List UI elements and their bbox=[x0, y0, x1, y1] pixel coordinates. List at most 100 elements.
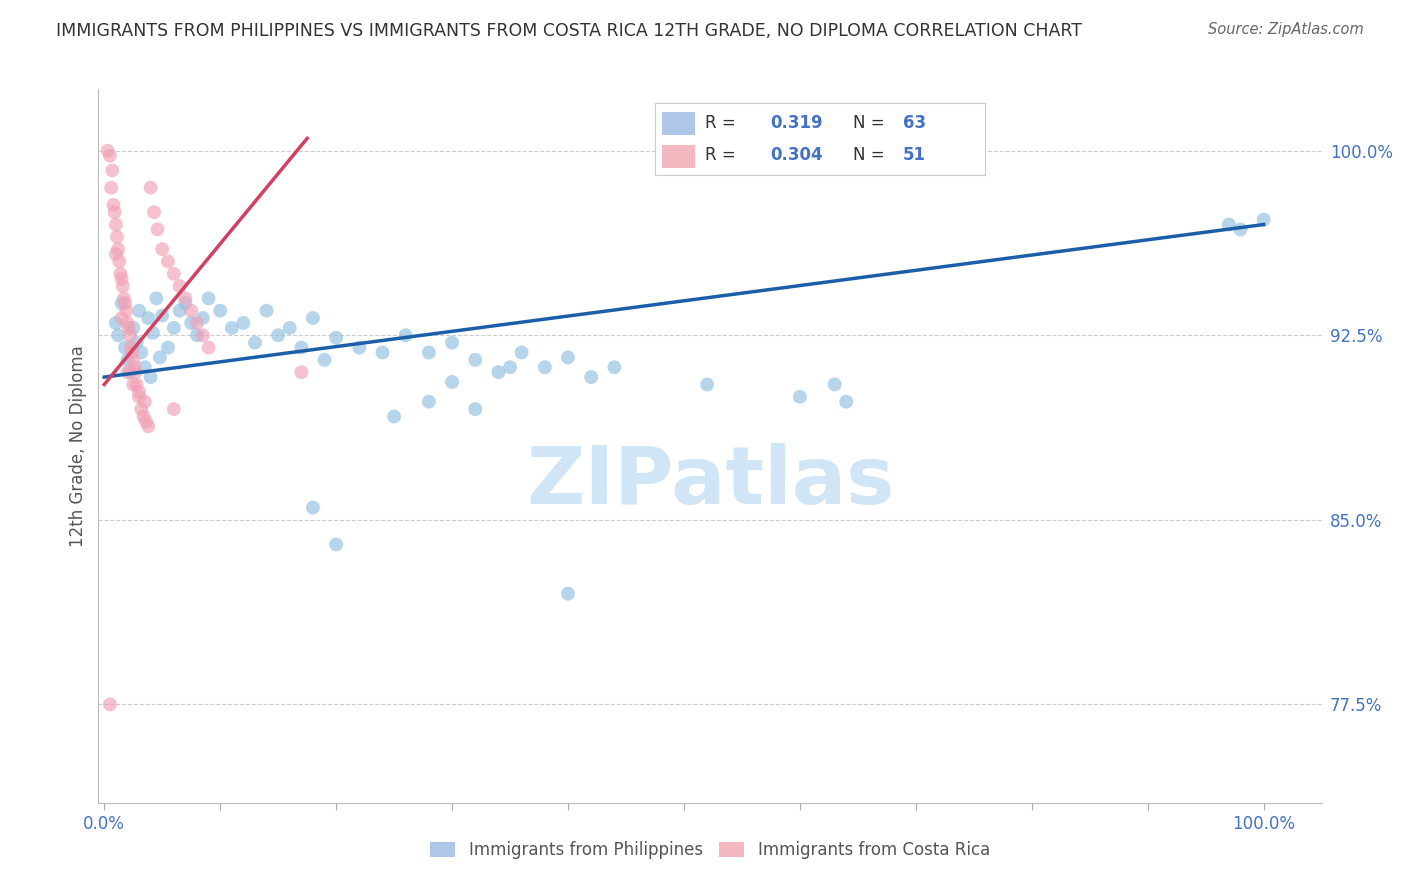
Point bbox=[114, 341, 136, 355]
Point bbox=[98, 148, 121, 162]
Point bbox=[98, 698, 121, 712]
Point bbox=[163, 402, 186, 417]
Point bbox=[120, 341, 142, 355]
Point bbox=[104, 218, 127, 232]
Point bbox=[117, 316, 139, 330]
Point bbox=[121, 345, 143, 359]
Point bbox=[464, 352, 486, 367]
Point bbox=[110, 296, 132, 310]
Point bbox=[107, 242, 129, 256]
Point bbox=[149, 351, 172, 365]
Point bbox=[142, 326, 165, 340]
Point bbox=[128, 390, 150, 404]
Point bbox=[131, 402, 153, 417]
Point bbox=[115, 303, 138, 318]
Point bbox=[131, 345, 153, 359]
Point bbox=[111, 279, 134, 293]
Point bbox=[156, 341, 179, 355]
Point bbox=[557, 587, 579, 601]
Point bbox=[107, 328, 129, 343]
Point bbox=[169, 279, 191, 293]
Point bbox=[110, 271, 132, 285]
Point bbox=[125, 335, 148, 350]
Legend: Immigrants from Philippines, Immigrants from Costa Rica: Immigrants from Philippines, Immigrants … bbox=[423, 835, 997, 866]
Point bbox=[125, 377, 148, 392]
FancyBboxPatch shape bbox=[662, 112, 695, 135]
Point bbox=[441, 375, 464, 389]
Point bbox=[150, 309, 173, 323]
Point bbox=[835, 394, 858, 409]
Point bbox=[97, 144, 120, 158]
Point bbox=[418, 345, 440, 359]
Point bbox=[325, 537, 347, 551]
Point bbox=[191, 311, 214, 326]
Point bbox=[103, 198, 125, 212]
Point bbox=[114, 296, 136, 310]
Point bbox=[557, 351, 579, 365]
Point bbox=[314, 352, 336, 367]
Point bbox=[418, 394, 440, 409]
FancyBboxPatch shape bbox=[662, 145, 695, 168]
Text: R =: R = bbox=[704, 114, 741, 132]
Point bbox=[1253, 212, 1275, 227]
Point bbox=[1229, 222, 1251, 236]
Point bbox=[136, 419, 159, 434]
Point bbox=[209, 303, 232, 318]
Point bbox=[122, 321, 145, 335]
Point bbox=[150, 242, 173, 256]
Point bbox=[110, 267, 132, 281]
Point bbox=[143, 205, 166, 219]
Point bbox=[122, 352, 145, 367]
Point bbox=[124, 365, 146, 379]
Point bbox=[104, 205, 127, 219]
Point bbox=[349, 341, 371, 355]
Text: Source: ZipAtlas.com: Source: ZipAtlas.com bbox=[1208, 22, 1364, 37]
Point bbox=[510, 345, 533, 359]
Point bbox=[824, 377, 846, 392]
Text: 0.319: 0.319 bbox=[770, 114, 823, 132]
Point bbox=[117, 365, 139, 379]
Point bbox=[145, 291, 167, 305]
Text: N =: N = bbox=[853, 114, 890, 132]
Point bbox=[146, 222, 169, 236]
Point bbox=[104, 247, 127, 261]
Point bbox=[290, 341, 312, 355]
Point bbox=[134, 360, 156, 375]
Point bbox=[117, 352, 139, 367]
Text: IMMIGRANTS FROM PHILIPPINES VS IMMIGRANTS FROM COSTA RICA 12TH GRADE, NO DIPLOMA: IMMIGRANTS FROM PHILIPPINES VS IMMIGRANT… bbox=[56, 22, 1083, 40]
Point bbox=[325, 331, 347, 345]
Point bbox=[174, 291, 197, 305]
Point bbox=[464, 402, 486, 417]
Point bbox=[100, 180, 122, 194]
Point bbox=[117, 321, 139, 335]
Text: 51: 51 bbox=[903, 146, 925, 164]
Point bbox=[180, 316, 202, 330]
Y-axis label: 12th Grade, No Diploma: 12th Grade, No Diploma bbox=[69, 345, 87, 547]
Point bbox=[696, 377, 718, 392]
Point bbox=[169, 303, 191, 318]
Point bbox=[180, 303, 202, 318]
Text: ZIPatlas: ZIPatlas bbox=[526, 442, 894, 521]
Point bbox=[163, 321, 186, 335]
Point bbox=[278, 321, 301, 335]
Point bbox=[441, 335, 464, 350]
Point bbox=[191, 328, 214, 343]
Point bbox=[128, 384, 150, 399]
Point bbox=[789, 390, 811, 404]
Point bbox=[118, 365, 141, 379]
Text: N =: N = bbox=[853, 146, 890, 164]
Point bbox=[112, 291, 135, 305]
Point bbox=[110, 311, 132, 326]
Point bbox=[135, 414, 157, 428]
Point bbox=[488, 365, 510, 379]
Point bbox=[382, 409, 405, 424]
Point bbox=[197, 341, 219, 355]
Point bbox=[108, 254, 131, 268]
Point bbox=[132, 409, 155, 424]
Point bbox=[1218, 218, 1240, 232]
Text: 63: 63 bbox=[903, 114, 925, 132]
Point bbox=[186, 316, 208, 330]
Point bbox=[186, 328, 208, 343]
Point bbox=[156, 254, 179, 268]
Point bbox=[128, 303, 150, 318]
